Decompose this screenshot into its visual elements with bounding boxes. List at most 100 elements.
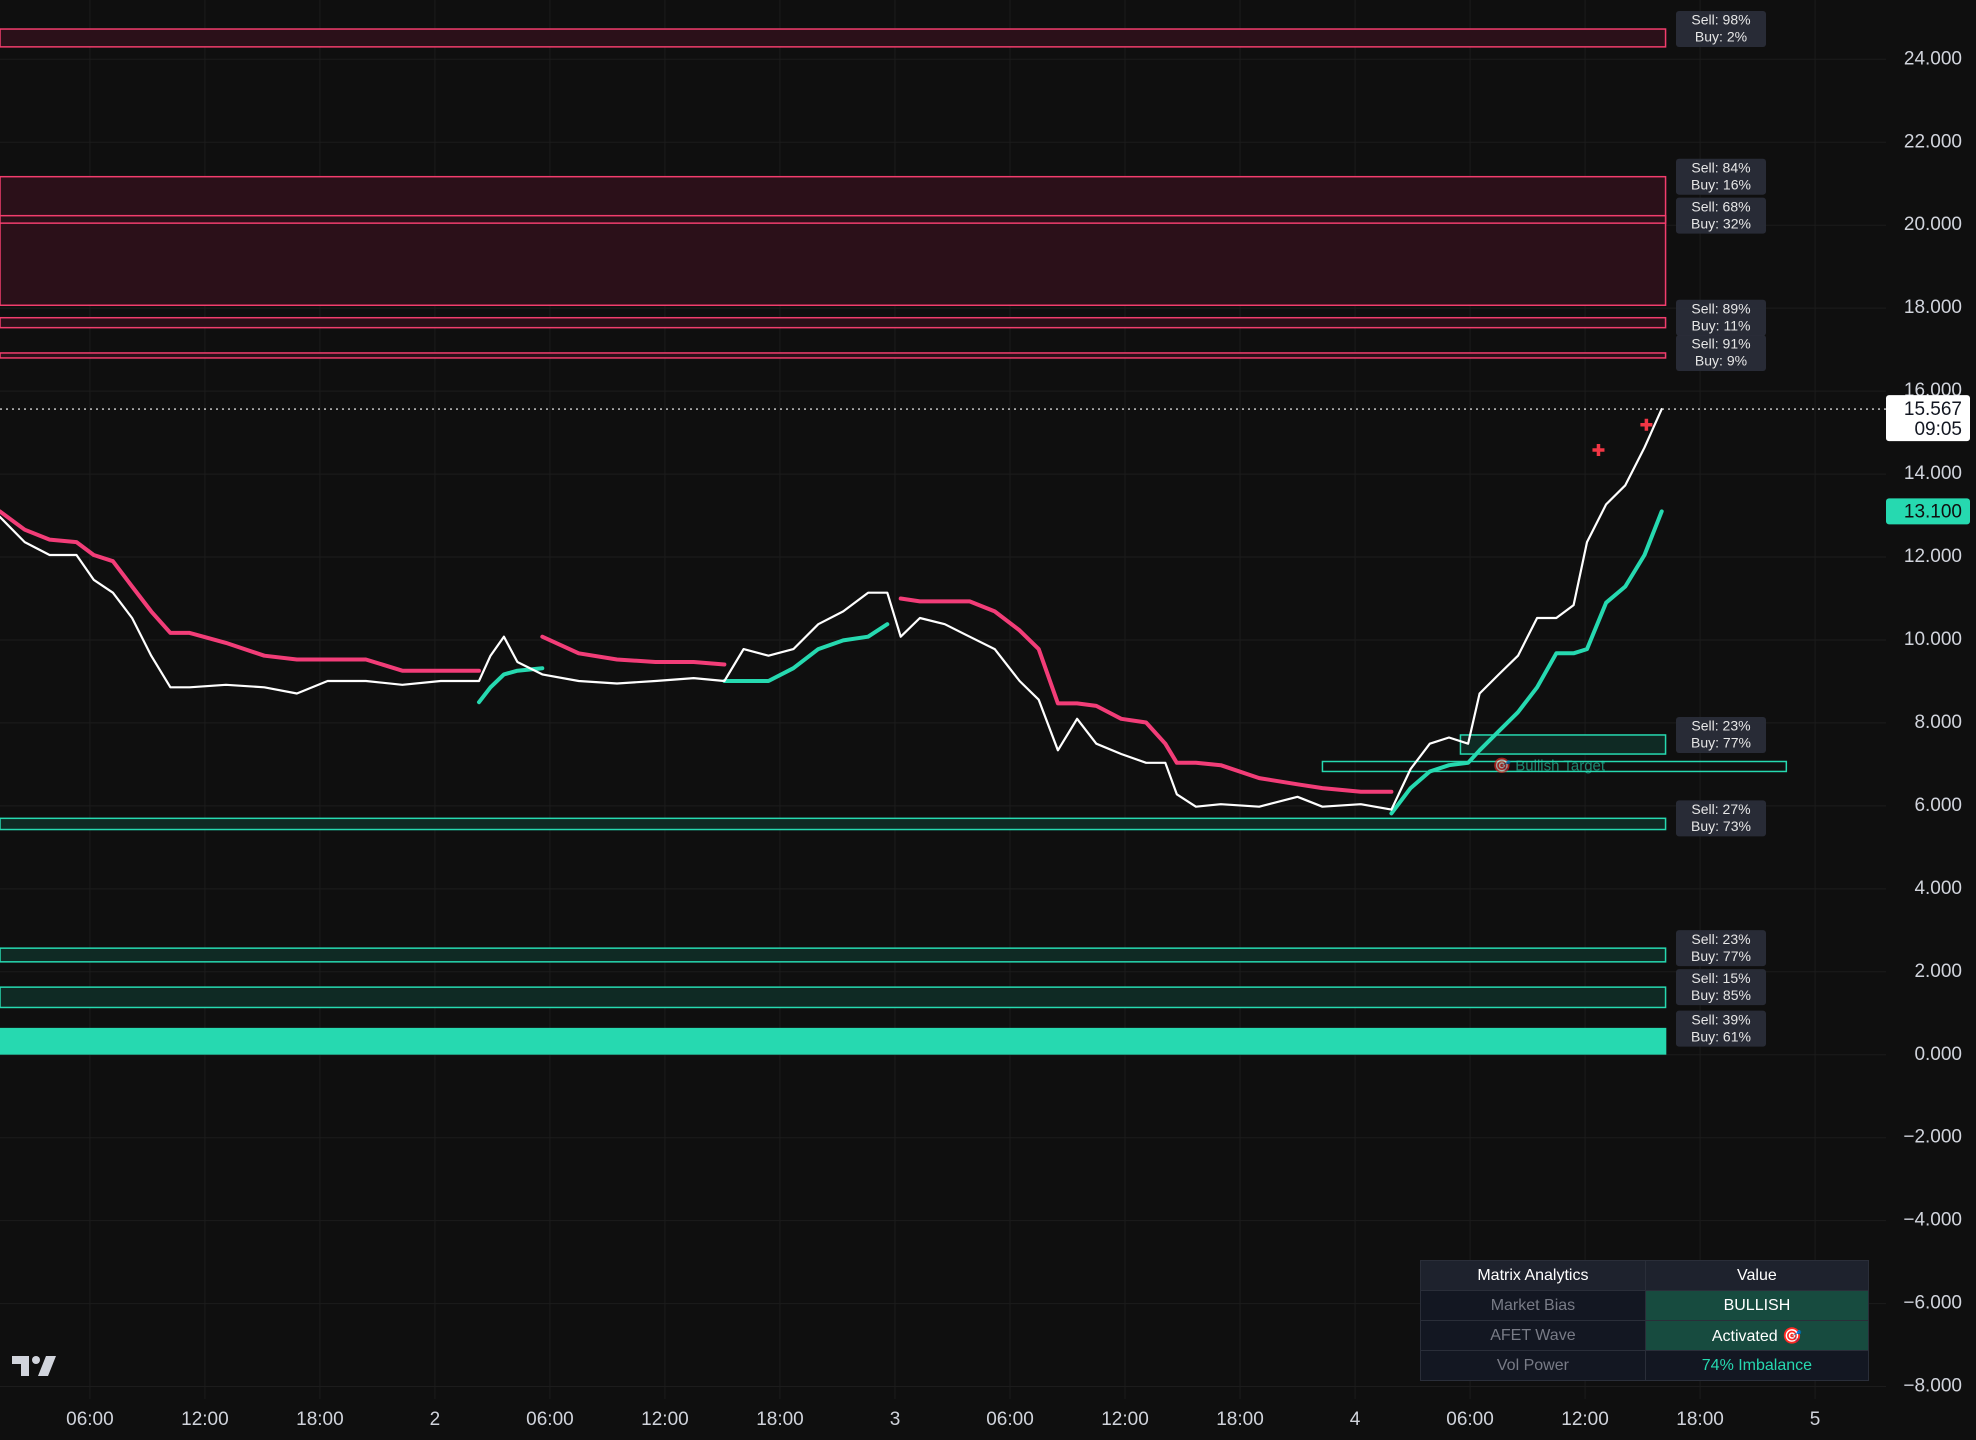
y-tick-label: −8.000 <box>1903 1376 1962 1397</box>
y-tick-label: 14.000 <box>1904 463 1962 484</box>
zone-sell-label: Sell: 39% <box>1691 1011 1750 1027</box>
zone-label-box <box>1676 11 1766 48</box>
row-key: AFET Wave <box>1420 1320 1646 1351</box>
y-tick-label: 20.000 <box>1904 214 1962 235</box>
signal-marker <box>1592 444 1605 457</box>
zone <box>0 175 1667 307</box>
table-row: Vol Power 74% Imbalance <box>1420 1350 1870 1381</box>
zone-label-box <box>1676 800 1766 837</box>
header-cell: Value <box>1644 1260 1870 1291</box>
zone-label-box <box>1676 1010 1766 1047</box>
y-tick-label: −2.000 <box>1903 1127 1962 1148</box>
row-key: Vol Power <box>1420 1350 1646 1381</box>
zone-sell-label: Sell: 23% <box>1691 931 1750 947</box>
y-tick-label: 4.000 <box>1914 878 1962 899</box>
zone <box>0 352 1667 359</box>
y-tick-label: 0.000 <box>1914 1044 1962 1065</box>
x-tick-label: 18:00 <box>296 1409 344 1430</box>
y-tick-label: −4.000 <box>1903 1210 1962 1231</box>
zone <box>0 947 1667 963</box>
x-tick-label: 2 <box>430 1409 441 1430</box>
x-tick-label: 4 <box>1350 1409 1361 1430</box>
zone-sell-label: Sell: 27% <box>1691 801 1750 817</box>
price-line <box>0 408 1663 811</box>
zone-buy-label: Buy: 85% <box>1691 987 1751 1003</box>
trail-line <box>0 509 1394 794</box>
zone-buy-label: Buy: 2% <box>1695 29 1747 45</box>
zone-label-box <box>1676 158 1766 195</box>
x-tick-label: 12:00 <box>641 1409 689 1430</box>
zone <box>0 316 1667 329</box>
logo-part <box>38 1356 56 1376</box>
x-tick-label: 12:00 <box>1561 1409 1609 1430</box>
y-tick-label: 6.000 <box>1914 795 1962 816</box>
trail-tag-label: 13.100 <box>1904 501 1962 522</box>
x-tick-label: 06:00 <box>986 1409 1034 1430</box>
table-header: Matrix Analytics Value <box>1420 1260 1870 1291</box>
y-tick-label: −6.000 <box>1903 1293 1962 1314</box>
zone-sell-label: Sell: 89% <box>1691 300 1750 316</box>
x-tick-label: 12:00 <box>1101 1409 1149 1430</box>
x-tick-label: 06:00 <box>66 1409 114 1430</box>
y-tick-label: 24.000 <box>1904 48 1962 69</box>
y-tick-label: 18.000 <box>1904 297 1962 318</box>
x-tick-label: 18:00 <box>1676 1409 1724 1430</box>
target-zone <box>1321 760 1788 773</box>
x-tick-label: 06:00 <box>1446 1409 1494 1430</box>
zone-label-box <box>1676 930 1766 967</box>
zone-sell-label: Sell: 91% <box>1691 336 1750 352</box>
zone-sell-label: Sell: 15% <box>1691 970 1750 986</box>
zone-sell-label: Sell: 68% <box>1691 198 1750 214</box>
analytics-table: Matrix Analytics Value Market Bias BULLI… <box>1420 1260 1870 1381</box>
y-tick-label: 10.000 <box>1904 629 1962 650</box>
zone-buy-label: Buy: 77% <box>1691 948 1751 964</box>
x-tick-label: 06:00 <box>526 1409 574 1430</box>
logo-part <box>12 1356 29 1376</box>
header-cell: Matrix Analytics <box>1420 1260 1646 1291</box>
row-value: Activated 🎯 <box>1644 1320 1870 1351</box>
zone-label-box <box>1676 716 1766 753</box>
x-tick-label: 12:00 <box>181 1409 229 1430</box>
zone <box>0 28 1667 48</box>
x-tick-label: 5 <box>1810 1409 1821 1430</box>
zone-sell-label: Sell: 23% <box>1691 718 1750 734</box>
target-label: 🎯 Bullish Target <box>1492 756 1605 774</box>
zone <box>1459 734 1667 755</box>
zone-sell-label: Sell: 98% <box>1691 12 1750 28</box>
x-tick-label: 18:00 <box>1216 1409 1264 1430</box>
table-row: AFET Wave Activated 🎯 <box>1420 1320 1870 1351</box>
zone-buy-label: Buy: 77% <box>1691 735 1751 751</box>
zone-label-box <box>1676 969 1766 1006</box>
zone-buy-label: Buy: 16% <box>1691 176 1751 192</box>
price-tag-label: 15.567 <box>1904 399 1962 420</box>
zone-label-box <box>1676 197 1766 234</box>
row-value: 74% Imbalance <box>1644 1350 1870 1381</box>
zone-label-box <box>1676 334 1766 371</box>
row-key: Market Bias <box>1420 1290 1646 1321</box>
zone-buy-label: Buy: 61% <box>1691 1028 1751 1044</box>
countdown: 09:05 <box>1914 419 1962 440</box>
zone-buy-label: Buy: 73% <box>1691 818 1751 834</box>
zone-buy-label: Buy: 32% <box>1691 215 1751 231</box>
tradingview-logo <box>12 1356 56 1376</box>
zone-buy-label: Buy: 9% <box>1695 353 1747 369</box>
row-value: BULLISH <box>1644 1290 1870 1321</box>
x-tick-label: 3 <box>890 1409 901 1430</box>
y-tick-label: 12.000 <box>1904 546 1962 567</box>
zone <box>0 817 1667 831</box>
price-tag <box>1886 395 1970 442</box>
zone <box>0 986 1667 1009</box>
logo-part <box>32 1356 40 1364</box>
zone-label-box <box>1676 299 1766 336</box>
zone <box>0 214 1667 224</box>
zone <box>0 1027 1667 1055</box>
y-tick-label: 8.000 <box>1914 712 1962 733</box>
zone-sell-label: Sell: 84% <box>1691 159 1750 175</box>
signal-marker <box>1640 418 1653 431</box>
table-row: Market Bias BULLISH <box>1420 1290 1870 1321</box>
x-tick-label: 18:00 <box>756 1409 804 1430</box>
y-tick-label: 2.000 <box>1914 961 1962 982</box>
zone-buy-label: Buy: 11% <box>1692 317 1751 333</box>
